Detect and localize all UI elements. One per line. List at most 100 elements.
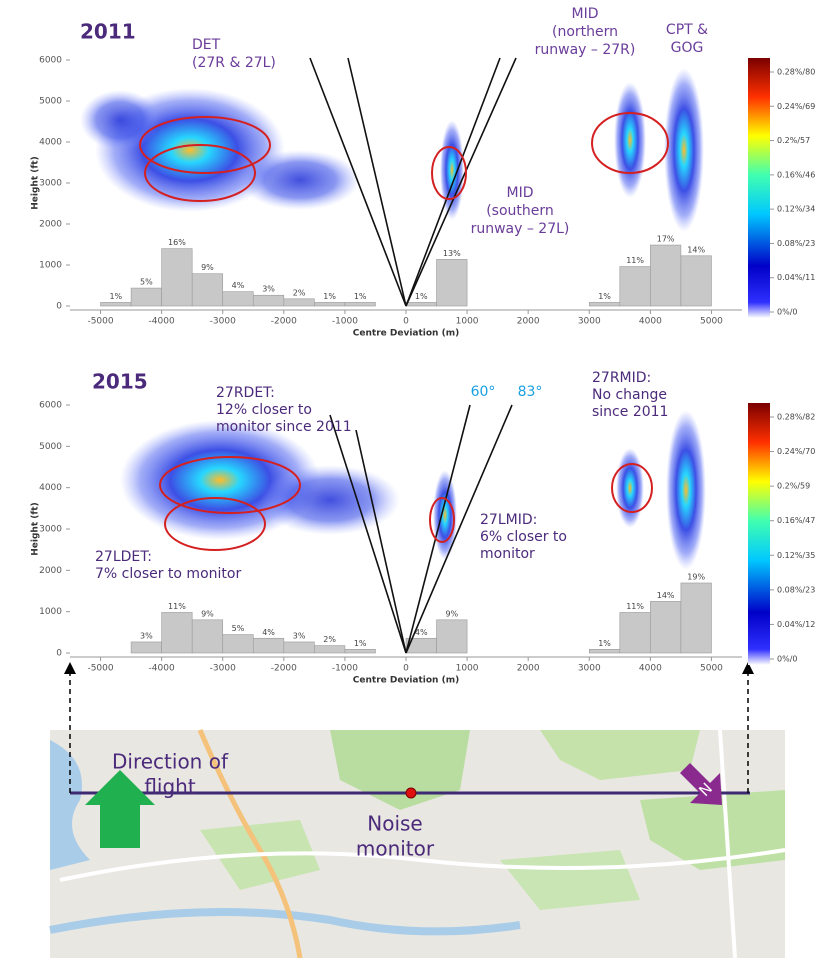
panel: 20110100020003000400050006000-5000-4000-… <box>31 6 816 339</box>
colorbar-label: 0.16%/47 <box>777 516 815 525</box>
y-tick-label: 4000 <box>39 483 62 493</box>
x-tick-label: 1000 <box>456 664 479 674</box>
monitor-label: Noise <box>367 812 422 836</box>
bar-label: 11% <box>626 256 644 265</box>
figure: Direction of flight Noise monitor N 2011… <box>0 0 837 958</box>
density-cloud <box>616 448 644 528</box>
annotation: monitor since 2011 <box>216 419 352 435</box>
colorbar-label: 0.28%/80 <box>777 68 815 77</box>
density-cloud <box>614 82 646 198</box>
histogram-bar <box>192 274 223 306</box>
x-tick-label: -4000 <box>149 317 175 327</box>
y-tick-label: 2000 <box>39 566 62 576</box>
annotation: No change <box>592 387 667 403</box>
x-tick-label: -5000 <box>87 664 113 674</box>
annotation: (southern <box>486 203 554 219</box>
annotation: MID <box>507 185 534 201</box>
bar-label: 14% <box>687 245 705 254</box>
annotation: 6% closer to <box>480 529 567 545</box>
colorbar-label: 0.16%/46 <box>777 170 815 179</box>
histogram-bar <box>284 642 315 653</box>
colorbar-label: 0.04%/12 <box>777 620 815 629</box>
y-tick-label: 1000 <box>39 261 62 271</box>
annotation: runway – 27R) <box>535 42 636 58</box>
colorbar-label: 0.28%/82 <box>777 413 815 422</box>
bar-label: 1% <box>354 292 367 301</box>
angle-line <box>406 405 470 653</box>
x-tick-label: 2000 <box>517 664 540 674</box>
bar-label: 13% <box>443 249 461 258</box>
colorbar <box>748 403 770 665</box>
histogram-bar <box>650 245 681 306</box>
y-axis-label: Height (ft) <box>31 156 41 209</box>
histogram-bar <box>681 583 712 653</box>
x-tick-label: 0 <box>403 664 409 674</box>
x-tick-label: 3000 <box>578 317 601 327</box>
y-tick-label: 6000 <box>39 56 62 66</box>
annotation: since 2011 <box>592 404 668 420</box>
bar-label: 5% <box>140 278 153 287</box>
x-tick-label: -3000 <box>210 664 236 674</box>
panel: 20150100020003000400050006000-5000-4000-… <box>31 370 816 686</box>
y-tick-label: 5000 <box>39 442 62 452</box>
x-tick-label: 2000 <box>517 317 540 327</box>
x-tick-label: 4000 <box>639 664 662 674</box>
colorbar-label: 0.12%/34 <box>777 205 815 214</box>
bar-label: 2% <box>323 635 336 644</box>
bar-label: 3% <box>262 285 275 294</box>
bar-label: 9% <box>201 263 214 272</box>
colorbar-label: 0.08%/23 <box>777 585 815 594</box>
density-cloud <box>260 465 400 535</box>
bar-label: 9% <box>445 609 458 618</box>
annotation: 27RMID: <box>592 370 651 386</box>
histogram-bar <box>620 612 651 653</box>
colorbar-label: 0.04%/11 <box>777 273 815 282</box>
x-axis-label: Centre Deviation (m) <box>353 329 459 339</box>
density-cloud <box>240 150 360 210</box>
colorbar-label: 0.12%/35 <box>777 551 815 560</box>
direction-label: flight <box>144 775 196 799</box>
histogram-bar <box>589 649 620 653</box>
colorbar-label: 0.2%/57 <box>777 136 810 145</box>
y-tick-label: 0 <box>56 649 62 659</box>
bar-label: 1% <box>598 639 611 648</box>
map: Direction of flight Noise monitor N <box>50 662 785 958</box>
histogram-bar <box>437 259 468 306</box>
y-axis-label: Height (ft) <box>31 502 41 555</box>
annotation: 60° <box>471 384 496 400</box>
panel-title: 2015 <box>92 370 148 394</box>
bar-label: 17% <box>657 235 675 244</box>
x-tick-label: 5000 <box>700 664 723 674</box>
colorbar <box>748 58 770 318</box>
noise-monitor-dot <box>406 788 416 798</box>
bar-label: 3% <box>293 631 306 640</box>
bar-label: 1% <box>109 292 122 301</box>
bar-label: 1% <box>354 639 367 648</box>
x-axis-label: Centre Deviation (m) <box>353 676 459 686</box>
histogram-bar <box>345 649 376 653</box>
y-tick-label: 5000 <box>39 97 62 107</box>
annotation: 12% closer to <box>216 402 312 418</box>
annotation: 83° <box>518 384 543 400</box>
y-tick-label: 1000 <box>39 607 62 617</box>
histogram-bar <box>131 288 162 306</box>
bar-label: 4% <box>232 281 245 290</box>
annotation: 27LDET: <box>95 549 152 565</box>
bar-label: 9% <box>201 609 214 618</box>
bar-label: 2% <box>293 288 306 297</box>
annotation: GOG <box>671 40 704 56</box>
x-tick-label: -1000 <box>332 664 358 674</box>
x-tick-label: 4000 <box>639 317 662 327</box>
histogram-bar <box>345 302 376 306</box>
density-cloud <box>664 68 704 232</box>
histogram-bar <box>406 302 437 306</box>
histogram-bar <box>650 601 681 653</box>
x-tick-label: -1000 <box>332 317 358 327</box>
bar-label: 3% <box>140 631 153 640</box>
annotation: runway – 27L) <box>471 221 570 237</box>
x-tick-label: 0 <box>403 317 409 327</box>
annotation: (27R & 27L) <box>192 55 276 71</box>
x-tick-label: 1000 <box>456 317 479 327</box>
histogram-bar <box>620 267 651 306</box>
bar-label: 19% <box>687 572 705 581</box>
